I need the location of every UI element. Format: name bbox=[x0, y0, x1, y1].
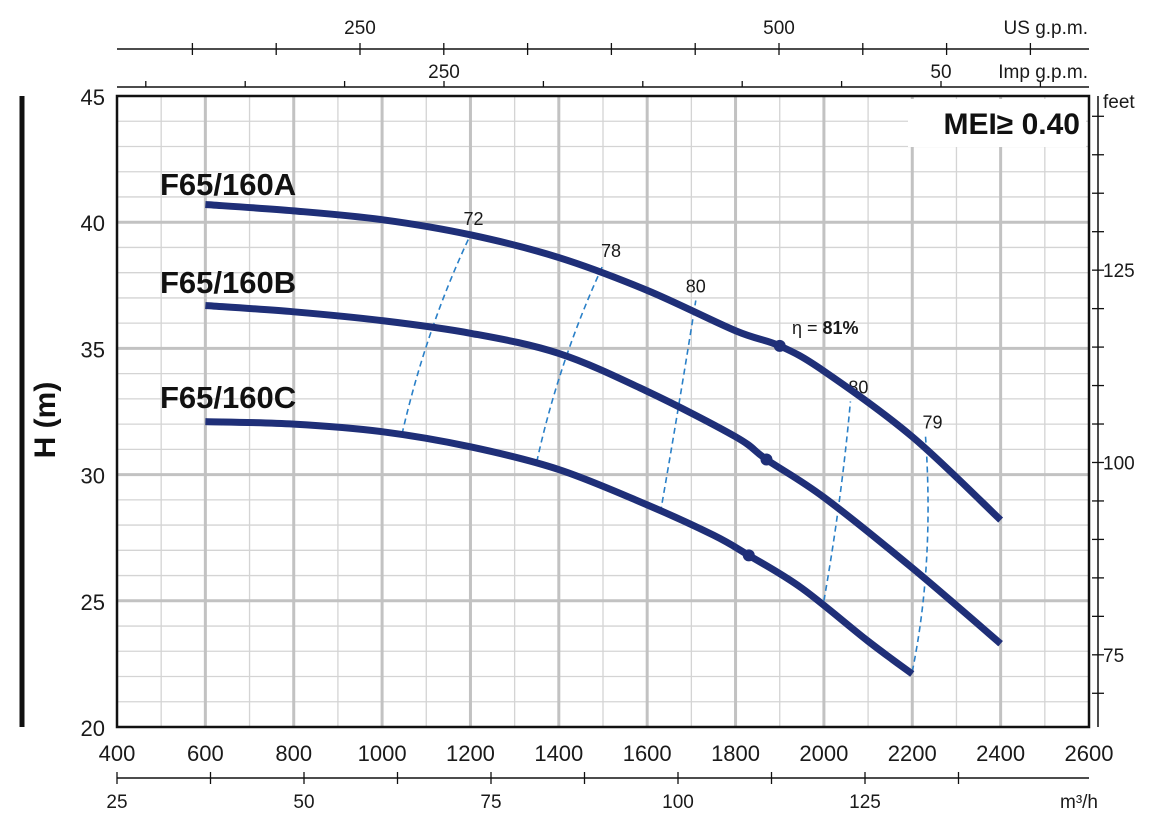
imp-gpm-tick-label: 50 bbox=[930, 62, 951, 83]
feet-tick-label: 100 bbox=[1103, 453, 1135, 474]
x-tick-label: 1000 bbox=[358, 741, 407, 766]
x-tick-label: 1600 bbox=[623, 741, 672, 766]
mei-badge-box bbox=[908, 99, 1086, 147]
x-tick-label: 2000 bbox=[799, 741, 848, 766]
x-tick-label: 800 bbox=[275, 741, 312, 766]
x-tick-label: 1200 bbox=[446, 741, 495, 766]
feet-tick-label: 125 bbox=[1103, 261, 1135, 282]
imp-gpm-mask bbox=[952, 58, 984, 82]
head-curve bbox=[205, 201, 1004, 523]
x-tick-label: 600 bbox=[187, 741, 224, 766]
efficiency-label: 72 bbox=[463, 209, 483, 229]
x-tick-label: 1800 bbox=[711, 741, 760, 766]
m3h-tick-label: 125 bbox=[849, 792, 881, 813]
imp-gpm-unit: Imp g.p.m. bbox=[998, 62, 1088, 83]
curve-label: F65/160C bbox=[160, 380, 296, 415]
bep-label: η = 81% bbox=[792, 318, 859, 338]
feet-tick-label: 75 bbox=[1103, 646, 1124, 667]
x-tick-label: 400 bbox=[99, 741, 136, 766]
efficiency-label: 78 bbox=[601, 241, 621, 261]
m3h-tick-label: 50 bbox=[293, 792, 314, 813]
bep-marker bbox=[773, 339, 786, 352]
head-curve bbox=[205, 418, 915, 677]
x-tick-label: 2600 bbox=[1065, 741, 1114, 766]
y-tick-label: 40 bbox=[81, 211, 105, 236]
m3h-unit: m³/h bbox=[1060, 792, 1098, 813]
head-curve bbox=[205, 302, 1003, 647]
axes: 400 600 800 1000 1200 1400 1600 1800 2000 2200 240… bbox=[81, 18, 1135, 813]
efficiency-line bbox=[401, 234, 472, 435]
y-tick-label: 35 bbox=[81, 337, 105, 362]
us-gpm-tick-label: 250 bbox=[344, 18, 376, 39]
efficiency-line bbox=[535, 264, 604, 463]
bep-marker bbox=[742, 549, 755, 562]
bep-label-value: 81% bbox=[823, 318, 859, 338]
imp-gpm-tick-label: 250 bbox=[428, 62, 460, 83]
feet-unit: feet bbox=[1103, 92, 1135, 113]
x-tick-label: 2400 bbox=[976, 741, 1025, 766]
efficiency-line bbox=[823, 401, 852, 601]
curve-label: F65/160A bbox=[160, 167, 296, 202]
y-tick-label: 20 bbox=[81, 716, 105, 741]
efficiency-label: 79 bbox=[923, 413, 943, 433]
best-efficiency-points bbox=[742, 339, 786, 562]
x-tick-label: 2200 bbox=[888, 741, 937, 766]
bep-marker bbox=[760, 453, 773, 466]
us-gpm-unit: US g.p.m. bbox=[1004, 18, 1088, 39]
plot-frame bbox=[115, 94, 1091, 729]
y-axis-label: H (m) bbox=[29, 382, 62, 459]
efficiency-line bbox=[911, 436, 929, 672]
plot-border bbox=[115, 94, 1091, 729]
efficiency-label: 80 bbox=[686, 276, 706, 296]
y-tick-label: 25 bbox=[81, 590, 105, 615]
bep-label-prefix: η = bbox=[792, 318, 823, 338]
us-gpm-tick-label: 500 bbox=[763, 18, 795, 39]
mei-badge: MEI≥ 0.40 bbox=[943, 108, 1080, 141]
y-tick-label: 45 bbox=[81, 85, 105, 110]
m3h-tick-label: 25 bbox=[106, 792, 127, 813]
grid bbox=[117, 96, 1089, 727]
x-tick-label: 1400 bbox=[534, 741, 583, 766]
head-curves: F65/160A F65/160B F65/160C bbox=[160, 167, 1004, 677]
m3h-tick-label: 75 bbox=[480, 792, 501, 813]
curve-label: F65/160B bbox=[160, 265, 296, 300]
m3h-tick-label: 100 bbox=[662, 792, 694, 813]
y-tick-label: 30 bbox=[81, 464, 105, 489]
